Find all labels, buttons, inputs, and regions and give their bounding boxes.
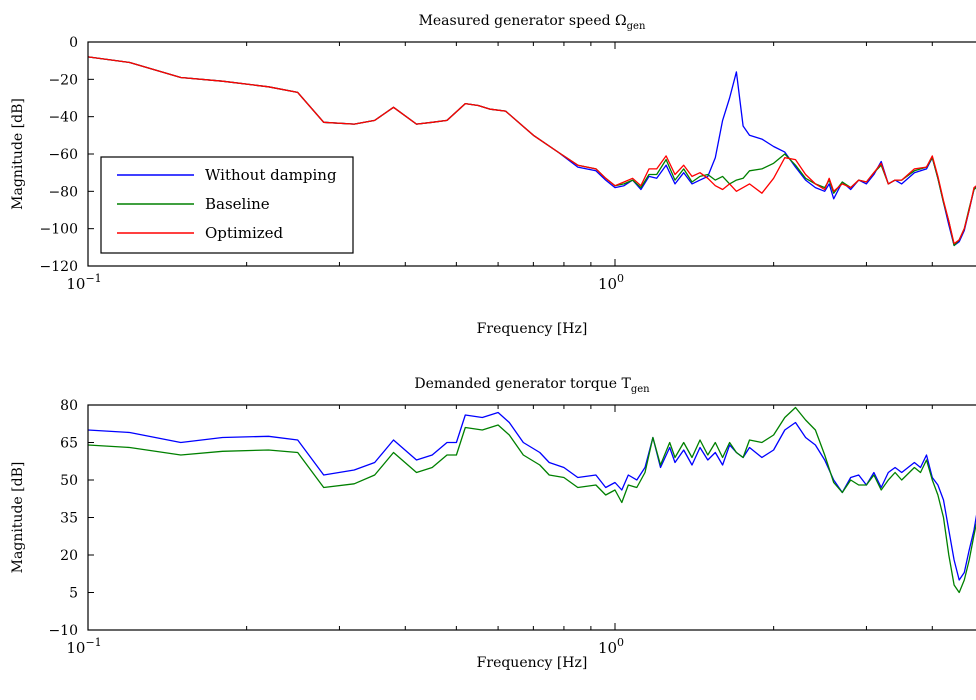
legend-label: Baseline [205, 195, 270, 213]
y-tick-label: 80 [60, 398, 78, 414]
series-line-optimized [88, 56, 976, 245]
y-tick-label: 35 [60, 511, 78, 527]
y-tick-label: −80 [48, 184, 78, 200]
chart-title: Demanded generator torque Tgen [414, 376, 650, 395]
legend: Without damping Baseline Optimized [100, 156, 354, 254]
y-tick-label: 20 [60, 548, 78, 564]
y-tick-label: −100 [40, 222, 78, 238]
legend-label: Optimized [205, 224, 284, 242]
x-tick-label: 100 [598, 272, 624, 293]
y-tick-label: 65 [60, 436, 78, 452]
y-tick-label: 0 [69, 35, 78, 51]
y-tick-label: 50 [60, 473, 78, 489]
plot-frame [87, 404, 976, 631]
y-tick-label: −40 [48, 110, 78, 126]
x-axis-label: Frequency [Hz] [477, 655, 588, 671]
chart-title: Measured generator speed Ωgen [419, 13, 646, 32]
y-axis-label: Magnitude [dB] [10, 462, 26, 574]
y-tick-label: 5 [69, 586, 78, 602]
y-axis-label: Magnitude [dB] [10, 98, 26, 210]
y-tick-label: −120 [40, 259, 78, 275]
series-line-series-0 [88, 411, 976, 581]
x-tick-label: 10−1 [66, 272, 101, 293]
series-line-series-1 [88, 406, 976, 594]
y-tick-label: −10 [48, 623, 78, 639]
x-tick-label: 100 [598, 636, 624, 657]
x-tick-label: 10−1 [66, 636, 101, 657]
y-tick-label: −20 [48, 72, 78, 88]
legend-label: Without damping [205, 166, 337, 184]
y-tick-label: −60 [48, 147, 78, 163]
x-axis-label: Frequency [Hz] [477, 321, 588, 337]
